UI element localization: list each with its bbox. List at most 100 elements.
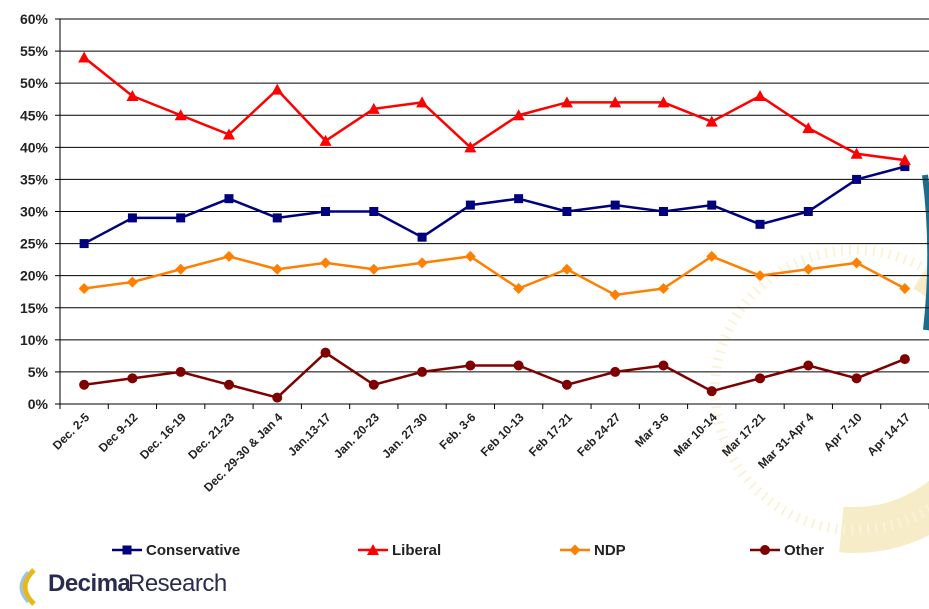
x-tick-label: Feb 17-21 [526,410,575,459]
x-tick-label: Jan.13-17 [285,410,334,459]
point-conservative [272,213,282,223]
decima-logo: Decima Research [12,566,252,608]
point-liberal [126,90,139,101]
point-ndp [513,283,525,294]
point-other [706,386,717,397]
series-line-other [83,351,906,399]
series-line-ndp [83,255,906,297]
point-other [368,379,379,390]
legend-marker-ndp [569,544,581,556]
x-tick-label: Dec. 2-5 [50,410,93,453]
series-other [79,347,910,403]
series-liberal [78,51,911,166]
point-liberal [464,141,477,153]
point-ndp [899,283,911,294]
point-other [803,360,814,371]
legend: Conservative Liberal NDP Other [112,542,824,559]
point-ndp [271,263,283,275]
y-tick-label: 35% [20,171,49,187]
point-other [175,366,186,377]
axes [55,18,929,409]
point-conservative [79,239,89,249]
legend-label-other: Other [784,542,824,559]
x-tick-label: Dec. 21-23 [185,410,237,462]
legend-item-conservative: Conservative [112,542,240,559]
point-other [223,379,234,390]
legend-label-conservative: Conservative [146,542,240,559]
point-ndp [223,250,235,262]
point-conservative [610,200,620,210]
point-conservative [417,232,427,242]
series-line-conservative [83,165,906,245]
point-conservative [658,207,668,216]
point-conservative [803,207,813,216]
point-liberal [705,115,718,127]
x-tick-label: Mar 10-14 [671,410,720,459]
point-other [417,366,428,377]
x-tick-label: Feb 24-27 [574,410,623,459]
point-ndp [609,289,621,301]
point-conservative [900,162,910,172]
point-ndp [851,257,863,269]
y-axis-ticks: 0% 5% 10% 15% 20% 25% 30% 35% 40% 45% 50% 55% 60% [20,11,49,412]
point-liberal [174,109,187,121]
point-liberal [802,122,815,134]
x-tick-label: Dec. 16-19 [137,410,189,462]
point-other [79,379,90,390]
point-ndp [126,276,138,288]
x-tick-label: Feb 10-13 [478,410,527,459]
point-other [755,373,766,384]
y-tick-label: 25% [20,236,49,252]
point-conservative [514,194,524,204]
legend-label-liberal: Liberal [392,542,441,559]
x-tick-label: Feb. 3-6 [437,410,479,452]
point-liberal [898,154,911,166]
point-other [320,347,331,358]
point-conservative [176,213,186,223]
point-conservative [852,174,862,184]
y-tick-label: 60% [20,11,49,27]
y-tick-label: 15% [20,300,49,316]
point-other [272,392,283,403]
x-tick-label: Jan. 27-30 [379,410,430,461]
y-tick-label: 30% [20,204,49,220]
point-liberal [271,83,284,95]
point-ndp [561,263,573,275]
y-tick-label: 45% [20,107,49,123]
point-conservative [224,194,234,204]
point-other [851,373,862,384]
x-tick-label: Mar 17-21 [719,410,768,459]
y-tick-label: 10% [20,332,49,348]
series-line-liberal [83,56,906,162]
legend-label-ndp: NDP [594,542,626,559]
point-ndp [754,270,766,282]
point-liberal [657,96,670,108]
y-tick-label: 5% [28,364,49,380]
legend-item-ndp: NDP [560,542,626,559]
x-tick-label: Jan. 20-23 [331,410,382,461]
legend-marker-liberal [367,544,379,555]
x-tick-label: Apr 7-10 [821,410,865,454]
point-other [465,360,476,371]
point-liberal [754,90,767,101]
decima-watermark [692,174,929,553]
point-other [610,366,621,377]
point-ndp [368,263,380,275]
point-conservative [127,213,137,223]
point-liberal [319,134,332,146]
point-liberal [367,102,380,114]
point-ndp [464,250,476,262]
x-tick-label: Dec 9-12 [96,410,141,455]
series-group [78,51,911,403]
point-ndp [320,257,332,269]
point-other [899,354,910,365]
point-other [658,360,669,371]
point-liberal [609,96,622,108]
legend-item-other: Other [750,542,824,559]
point-conservative [562,207,572,216]
point-liberal [512,109,525,121]
y-tick-label: 0% [28,396,49,412]
legend-item-liberal: Liberal [358,542,441,559]
